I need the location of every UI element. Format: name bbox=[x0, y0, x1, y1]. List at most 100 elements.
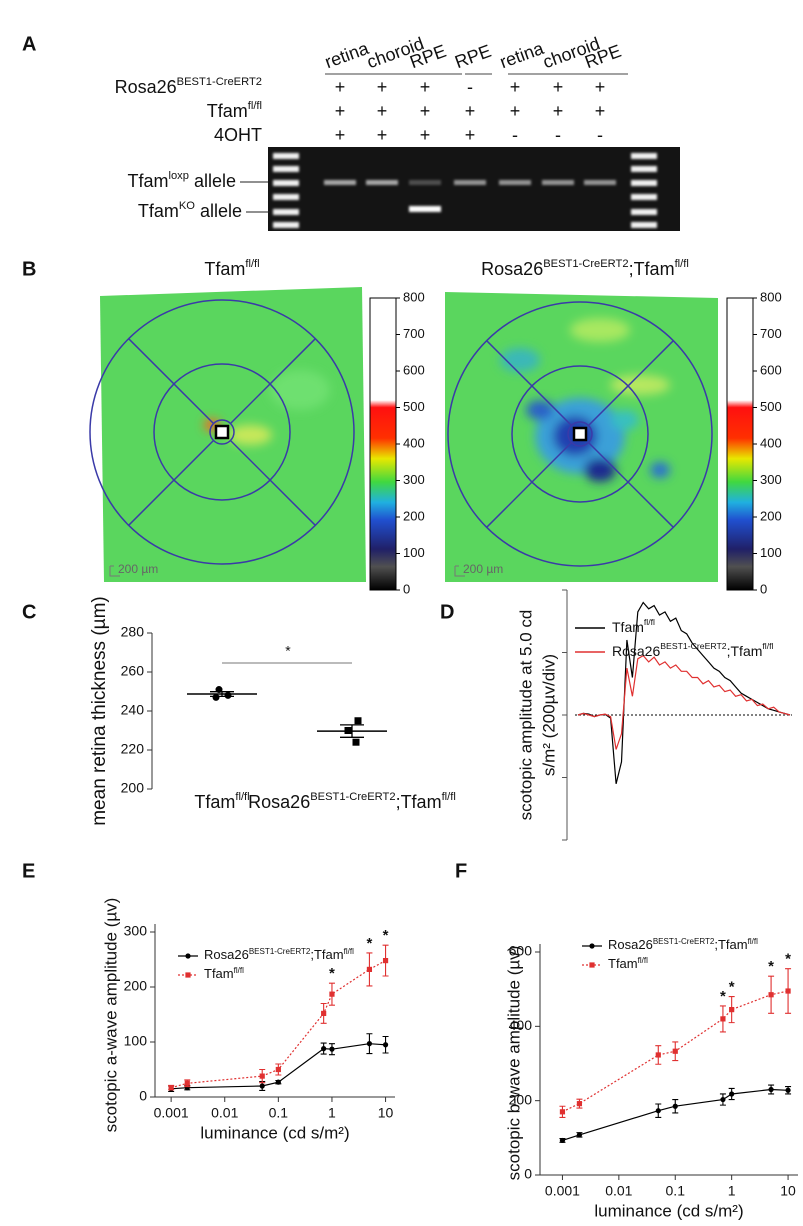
legend-label: Tfamfl/fl bbox=[612, 617, 655, 634]
superscript: fl/fl bbox=[234, 966, 244, 975]
superscript: KO bbox=[179, 200, 195, 212]
y-axis-label: scotopic amplitude at 5.0 cd bbox=[516, 610, 535, 821]
colorbar-tick-label: 600 bbox=[403, 362, 425, 377]
sem-bar bbox=[340, 724, 364, 738]
superscript: BEST1-CreERT2 bbox=[177, 76, 262, 88]
text-part: Tfam bbox=[207, 101, 248, 121]
significance: * bbox=[367, 935, 373, 952]
gel-bands bbox=[273, 153, 657, 228]
series-line bbox=[170, 960, 386, 1089]
x-tick-label: 10 bbox=[780, 1183, 796, 1199]
scale-bracket bbox=[454, 565, 465, 577]
gel-image bbox=[268, 147, 680, 231]
y-tick-label: 600 bbox=[509, 943, 533, 959]
data-point bbox=[321, 1010, 327, 1016]
text-part: ;Tfam bbox=[396, 792, 442, 812]
sign: + bbox=[420, 101, 431, 121]
colorbar-tick-label: 200 bbox=[403, 508, 425, 523]
sign: + bbox=[335, 77, 346, 97]
gel-band bbox=[366, 180, 398, 185]
band-label: TfamKO allele bbox=[138, 200, 242, 221]
data-point bbox=[672, 1103, 678, 1109]
x-axis-label: luminance (cd s/m²) bbox=[594, 1201, 743, 1220]
series-line bbox=[562, 990, 789, 1113]
map-sector-line bbox=[229, 439, 316, 526]
text-part: Tfam bbox=[204, 966, 234, 981]
y-tick-label: 300 bbox=[124, 923, 148, 939]
y-tick-label: 260 bbox=[121, 663, 145, 679]
text-part: Rosa26 bbox=[481, 259, 543, 279]
sign: + bbox=[595, 101, 606, 121]
y-tick-label: 220 bbox=[121, 741, 145, 757]
sign: - bbox=[555, 125, 561, 145]
ladder-band bbox=[631, 194, 657, 200]
x-tick-label: 1 bbox=[328, 1105, 336, 1121]
x-tick-label: 0.001 bbox=[154, 1105, 189, 1121]
gel-band bbox=[409, 180, 441, 185]
superscript: fl/fl bbox=[644, 617, 655, 627]
sign: + bbox=[510, 77, 521, 97]
map-sector-line bbox=[128, 338, 215, 425]
sign: + bbox=[553, 77, 564, 97]
data-point bbox=[212, 693, 220, 701]
colorbar-tick-label: 200 bbox=[760, 508, 782, 523]
map-center bbox=[572, 426, 588, 442]
colorbar-tick-label: 400 bbox=[760, 435, 782, 450]
legend-marker bbox=[185, 972, 191, 978]
ladder-band bbox=[273, 222, 299, 228]
map-sector-line bbox=[486, 340, 573, 427]
superscript: BEST1-CreERT2 bbox=[653, 937, 715, 946]
data-point bbox=[352, 738, 360, 746]
panel-label: B bbox=[22, 258, 36, 280]
sign: + bbox=[335, 101, 346, 121]
panel-label: F bbox=[455, 860, 467, 882]
sign: + bbox=[553, 101, 564, 121]
y-axis-label: scotopic a-wave amplitude (µv) bbox=[101, 898, 120, 1133]
sign: + bbox=[420, 77, 431, 97]
superscript: fl/fl bbox=[235, 791, 249, 803]
colorbar-tick-label: 800 bbox=[403, 289, 425, 304]
sign: + bbox=[595, 77, 606, 97]
y-tick-label: 200 bbox=[509, 1091, 533, 1107]
map-ring bbox=[209, 419, 235, 445]
data-point bbox=[329, 991, 335, 997]
data-point bbox=[559, 1137, 566, 1144]
superscript: fl/fl bbox=[344, 947, 354, 956]
superscript: BEST1-CreERT2 bbox=[249, 947, 311, 956]
map-ring bbox=[567, 421, 593, 447]
data-point bbox=[729, 1007, 735, 1013]
data-point bbox=[655, 1108, 661, 1114]
series-line bbox=[562, 1088, 789, 1141]
data-point bbox=[329, 1046, 335, 1052]
gel-band bbox=[409, 206, 441, 212]
y-axis-label: mean retina thickness (µm) bbox=[89, 596, 110, 826]
ladder-band bbox=[273, 194, 299, 200]
ladder-band bbox=[273, 180, 299, 186]
map-ring bbox=[447, 301, 713, 567]
data-point bbox=[259, 1083, 265, 1089]
map-sector-line bbox=[486, 441, 573, 528]
data-point bbox=[720, 1016, 726, 1022]
gel-band bbox=[499, 180, 531, 185]
colorbar bbox=[369, 297, 397, 591]
map-ring bbox=[511, 365, 649, 503]
significance: * bbox=[785, 951, 791, 968]
series-line bbox=[171, 1043, 386, 1090]
scale-label: 200 µm bbox=[463, 562, 503, 576]
panel-label: E bbox=[22, 860, 35, 882]
sign: - bbox=[512, 125, 518, 145]
text-part: Tfam bbox=[127, 171, 168, 191]
x-tick-label: 0.001 bbox=[545, 1183, 580, 1199]
legend-label: Rosa26BEST1-CreERT2;Tfamfl/fl bbox=[608, 937, 758, 953]
text-part: 4OHT bbox=[214, 125, 262, 145]
sem-bar bbox=[210, 691, 234, 698]
sign: - bbox=[597, 125, 603, 145]
colorbar-tick-label: 800 bbox=[760, 289, 782, 304]
text-part: ;Tfam bbox=[629, 259, 675, 279]
significance: * bbox=[285, 643, 291, 659]
sign: + bbox=[465, 101, 476, 121]
ladder-band bbox=[273, 166, 299, 172]
data-point bbox=[224, 691, 232, 699]
text-part: Tfam bbox=[194, 792, 235, 812]
colorbar-tick-label: 500 bbox=[760, 399, 782, 414]
